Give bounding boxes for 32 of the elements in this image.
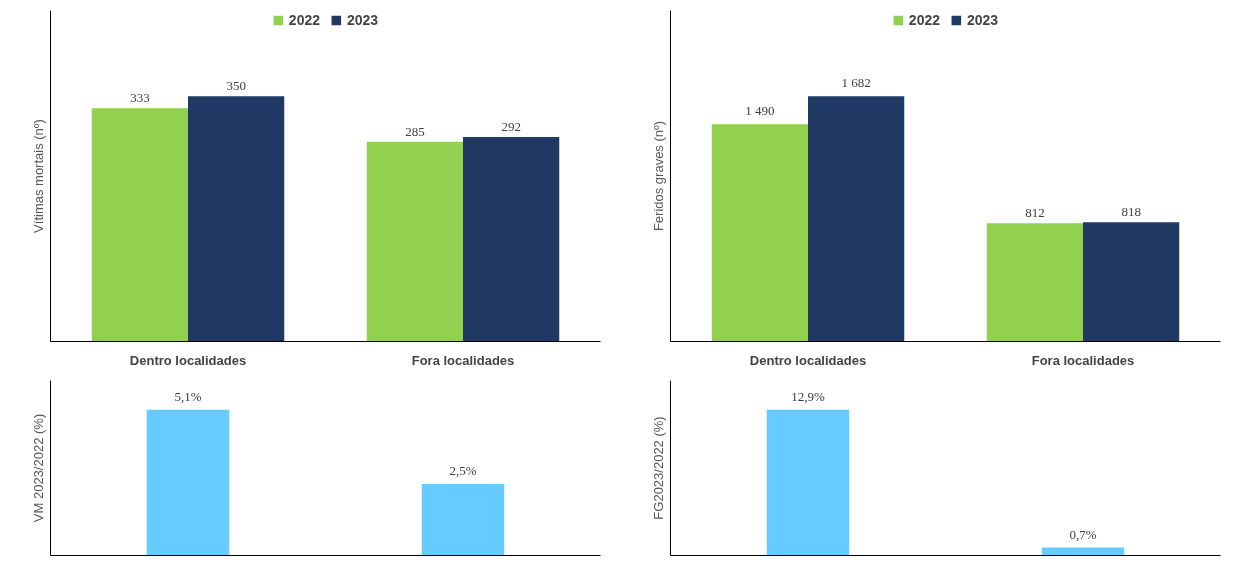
- legend-label: 2022: [288, 12, 320, 28]
- bar: [463, 136, 560, 342]
- bar: [986, 223, 1083, 342]
- bar: [188, 96, 285, 342]
- data-label: 350: [226, 78, 246, 94]
- data-label: 12,9%: [791, 388, 825, 404]
- y-axis-title: FG2023/2022 (%): [650, 416, 666, 520]
- data-label: 1 682: [841, 75, 871, 91]
- data-label: 292: [501, 118, 521, 134]
- data-label: 0,7%: [1069, 526, 1097, 542]
- data-label: 333: [130, 90, 150, 106]
- data-label: 818: [1121, 204, 1141, 220]
- legend-label: 2023: [967, 12, 999, 28]
- x-tick-label: Dentro localidades: [749, 352, 867, 368]
- bar: [366, 141, 463, 342]
- bar: [711, 124, 808, 342]
- y-axis-title: Feridos graves (nº): [650, 120, 666, 232]
- data-label: 2,5%: [449, 463, 477, 479]
- x-tick-label: Fora localidades: [1031, 352, 1135, 368]
- bar: [91, 108, 188, 342]
- bar: [808, 96, 905, 342]
- legend-label: 2022: [908, 12, 940, 28]
- y-axis-title: Vítimas mortais (nº): [30, 119, 46, 233]
- data-label: 285: [405, 123, 425, 139]
- x-tick-label: Fora localidades: [411, 352, 515, 368]
- data-label: 1 490: [745, 103, 775, 119]
- bar: [1083, 222, 1180, 342]
- x-tick-label: Dentro localidades: [129, 352, 247, 368]
- data-label: 812: [1025, 205, 1045, 221]
- legend-label: 2023: [347, 12, 379, 28]
- y-axis-title: VM 2023/2022 (%): [30, 413, 46, 523]
- data-label: 5,1%: [174, 388, 202, 404]
